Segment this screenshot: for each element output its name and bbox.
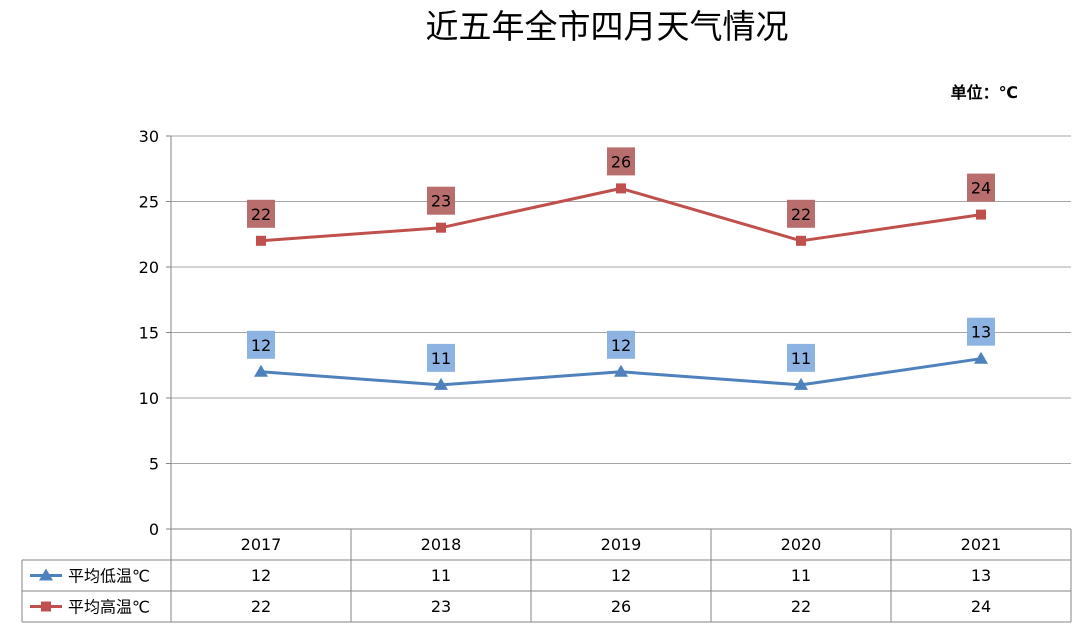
table-cell: 12	[251, 566, 271, 585]
data-label-box	[967, 173, 995, 202]
legend-label: 平均高温℃	[68, 598, 150, 617]
data-label: 12	[251, 336, 271, 355]
data-point-triangle	[434, 377, 448, 390]
gridlines	[166, 135, 1071, 530]
table-cell: 22	[251, 597, 271, 616]
y-tick-label: 25	[139, 193, 159, 212]
x-category-label: 2017	[241, 535, 282, 554]
data-point-triangle	[254, 364, 268, 377]
table-cell: 13	[971, 566, 991, 585]
y-tick-label: 0	[149, 520, 159, 539]
data-label-box	[607, 147, 635, 176]
legend-label: 平均低温℃	[68, 567, 150, 586]
table-cell: 23	[431, 597, 451, 616]
table-cell: 11	[791, 566, 811, 585]
data-label: 12	[611, 336, 631, 355]
unit-label: 单位：℃	[951, 83, 1018, 102]
table-cell: 24	[971, 597, 991, 616]
data-label-box	[427, 343, 455, 372]
data-point-square	[616, 183, 626, 194]
x-category-label: 2020	[781, 535, 822, 554]
y-tick-label: 15	[139, 324, 159, 343]
y-tick-label: 10	[139, 389, 159, 408]
data-label: 22	[791, 205, 811, 224]
data-table: 2017 2018 2019 2020 2021 平均低温℃ 12 11 12 11 13 平均高温℃…	[21, 528, 1072, 623]
x-category-label: 2019	[601, 535, 642, 554]
legend-marker-triangle	[39, 568, 53, 581]
data-label: 26	[611, 152, 631, 171]
data-label-box	[607, 330, 635, 359]
data-point-square	[976, 209, 986, 220]
data-point-square	[256, 235, 266, 246]
data-label-box	[247, 330, 275, 359]
data-label-box	[247, 199, 275, 228]
data-label: 23	[431, 192, 451, 211]
table-cell: 26	[611, 597, 631, 616]
table-cell: 12	[611, 566, 631, 585]
series-line	[260, 186, 982, 243]
legend-marker-square	[41, 601, 51, 612]
data-label: 11	[791, 349, 811, 368]
data-label-box	[787, 343, 815, 372]
y-axis-ticks: 0 5 10 15 20 25 30	[139, 127, 159, 539]
data-label-box	[427, 186, 455, 215]
data-label: 11	[431, 349, 451, 368]
data-point-square	[436, 222, 446, 233]
data-point-triangle	[614, 364, 628, 377]
table-cell: 11	[431, 566, 451, 585]
x-category-label: 2018	[421, 535, 462, 554]
x-category-label: 2021	[961, 535, 1002, 554]
y-tick-label: 5	[149, 455, 159, 474]
table-cell: 22	[791, 597, 811, 616]
data-point-triangle	[974, 351, 988, 364]
data-label: 22	[251, 205, 271, 224]
data-label: 13	[971, 323, 991, 342]
data-point-square	[796, 235, 806, 246]
y-tick-label: 30	[139, 127, 159, 146]
data-label-box	[967, 317, 995, 346]
chart-title: 近五年全市四月天气情况	[426, 7, 789, 46]
series-layer: 12 11 12 11 13 22 23 26 22 24	[247, 147, 995, 390]
data-label: 24	[971, 179, 991, 198]
data-point-triangle	[794, 377, 808, 390]
y-tick-label: 20	[139, 258, 159, 277]
data-label-box	[787, 199, 815, 228]
